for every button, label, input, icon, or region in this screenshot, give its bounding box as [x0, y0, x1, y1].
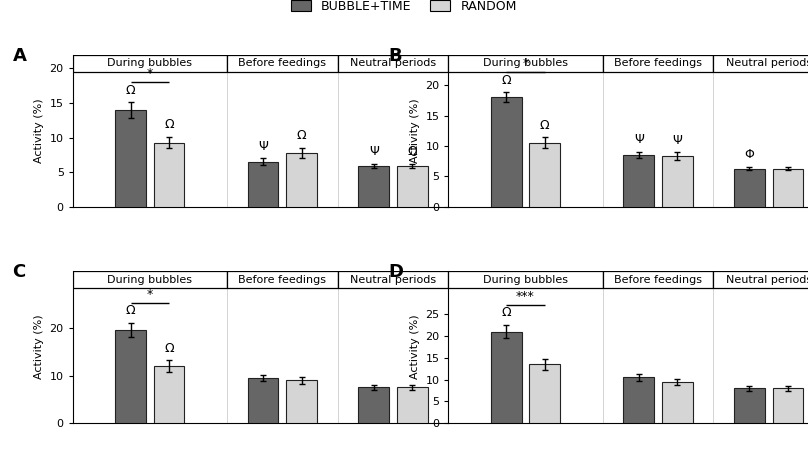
- Bar: [529, 143, 560, 207]
- Bar: [286, 380, 317, 423]
- Bar: [359, 388, 389, 423]
- Text: Neutral periods: Neutral periods: [350, 275, 436, 285]
- Bar: [448, 271, 603, 288]
- Text: B: B: [389, 47, 402, 65]
- Bar: [286, 153, 317, 207]
- Bar: [397, 388, 427, 423]
- Bar: [772, 168, 803, 207]
- Bar: [115, 330, 146, 423]
- Text: Φ: Φ: [744, 148, 755, 161]
- Text: Ω: Ω: [164, 118, 174, 131]
- Bar: [359, 166, 389, 207]
- Text: During bubbles: During bubbles: [107, 275, 192, 285]
- Text: Neutral periods: Neutral periods: [726, 58, 808, 68]
- Bar: [490, 97, 522, 207]
- Bar: [73, 55, 227, 72]
- Y-axis label: Activity (%): Activity (%): [34, 98, 44, 163]
- Text: Ω: Ω: [502, 74, 511, 86]
- Bar: [734, 388, 765, 423]
- Bar: [529, 364, 560, 423]
- Text: During bubbles: During bubbles: [483, 58, 568, 68]
- Text: ***: ***: [516, 290, 535, 303]
- Text: Ψ: Ψ: [633, 133, 644, 146]
- Text: *: *: [147, 67, 153, 80]
- Text: D: D: [389, 263, 403, 281]
- Text: Ω: Ω: [502, 307, 511, 319]
- Y-axis label: Activity (%): Activity (%): [410, 315, 419, 379]
- Bar: [662, 382, 692, 423]
- Bar: [448, 55, 603, 72]
- Text: Ω: Ω: [126, 304, 135, 318]
- Text: During bubbles: During bubbles: [107, 58, 192, 68]
- Text: Ω: Ω: [297, 129, 306, 142]
- Text: Before feedings: Before feedings: [614, 58, 702, 68]
- Bar: [73, 271, 227, 288]
- Y-axis label: Activity (%): Activity (%): [410, 98, 419, 163]
- Bar: [154, 366, 184, 423]
- Y-axis label: Activity (%): Activity (%): [34, 315, 44, 379]
- Bar: [154, 142, 184, 207]
- Text: Before feedings: Before feedings: [238, 275, 326, 285]
- Bar: [397, 166, 427, 207]
- Bar: [227, 271, 338, 288]
- Text: Ψ: Ψ: [368, 145, 379, 158]
- Text: Ψ: Ψ: [672, 134, 682, 147]
- Bar: [115, 110, 146, 207]
- Bar: [734, 168, 765, 207]
- Text: During bubbles: During bubbles: [483, 275, 568, 285]
- Bar: [772, 388, 803, 423]
- Bar: [623, 378, 654, 423]
- Text: Ω: Ω: [540, 119, 549, 131]
- Text: Neutral periods: Neutral periods: [350, 58, 436, 68]
- Text: *: *: [523, 57, 528, 70]
- Bar: [338, 271, 448, 288]
- Legend: BUBBLE+TIME, RANDOM: BUBBLE+TIME, RANDOM: [288, 0, 520, 15]
- Bar: [490, 332, 522, 423]
- Bar: [713, 55, 808, 72]
- Text: Neutral periods: Neutral periods: [726, 275, 808, 285]
- Text: Ω: Ω: [164, 342, 174, 354]
- Bar: [338, 55, 448, 72]
- Bar: [713, 271, 808, 288]
- Text: Ω: Ω: [407, 145, 417, 158]
- Bar: [247, 162, 279, 207]
- Text: Ω: Ω: [126, 84, 135, 96]
- Bar: [247, 378, 279, 423]
- Bar: [603, 55, 713, 72]
- Text: Before feedings: Before feedings: [238, 58, 326, 68]
- Text: A: A: [13, 47, 27, 65]
- Text: C: C: [13, 263, 26, 281]
- Text: Before feedings: Before feedings: [614, 275, 702, 285]
- Bar: [227, 55, 338, 72]
- Text: Ψ: Ψ: [258, 140, 268, 152]
- Bar: [603, 271, 713, 288]
- Bar: [623, 155, 654, 207]
- Bar: [662, 157, 692, 207]
- Text: *: *: [147, 288, 153, 301]
